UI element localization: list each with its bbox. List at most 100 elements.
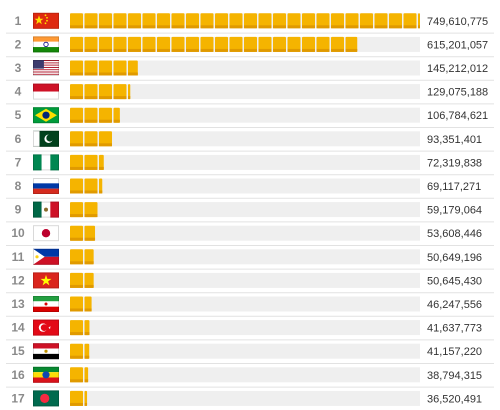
value-label: 749,610,775 [427,16,488,28]
chart-row: 6 93,351,401 [6,130,494,152]
bar-track [70,390,420,406]
chart-row: 8 69,117,271 [6,178,494,199]
rank-label: 10 [11,226,25,240]
mexico-flag-icon [33,201,59,218]
rank-label: 7 [15,155,22,169]
bar-track [70,202,420,218]
bar [70,320,90,336]
chart-row: 9 59,179,064 [6,201,494,223]
rank-label: 16 [11,368,25,382]
chart-row: 2 615,201,057 [6,36,494,58]
rank-label: 8 [15,179,22,193]
rank-label: 5 [15,108,22,122]
bar [70,343,90,359]
value-label: 50,649,196 [427,252,482,264]
chart-row: 13 46,247,556 [6,296,494,317]
chart-row: 3 145,212,012 [6,60,494,81]
vietnam-flag-icon [33,272,59,289]
rank-label: 15 [11,344,25,358]
bar-track [70,84,420,100]
rank-label: 4 [15,85,22,99]
bar-track [70,249,420,265]
value-label: 38,794,315 [427,370,482,382]
chart-row: 10 53,608,446 [6,225,494,246]
value-label: 50,645,430 [427,275,482,287]
value-label: 53,608,446 [427,228,482,240]
bar-track [70,225,420,241]
chart-row: 15 41,157,220 [6,343,494,364]
russia-flag-icon [33,178,59,194]
chart-row: 7 72,319,838 [6,154,494,176]
bar-track [70,131,420,147]
usa-flag-icon [33,60,59,76]
value-label: 46,247,556 [427,299,482,311]
chart-row: 12 50,645,430 [6,272,494,294]
bar [70,390,88,406]
bar [70,249,94,265]
bar-track [70,343,420,359]
bar-track [70,60,420,76]
value-label: 93,351,401 [427,134,482,146]
rank-label: 1 [15,14,22,28]
turkey-flag-icon [33,319,59,336]
bangladesh-flag-icon [33,390,59,407]
value-label: 615,201,057 [427,39,488,51]
brazil-flag-icon [33,107,59,124]
bar [70,84,131,100]
chart-row: 17 36,520,491 [11,390,482,407]
bar-track [70,320,420,336]
chart-row: 16 38,794,315 [6,366,494,388]
bar-track [70,154,420,170]
rank-label: 11 [12,250,25,264]
bar [70,178,103,194]
bar [70,296,92,312]
chart-row: 14 41,637,773 [6,319,494,341]
value-label: 106,784,621 [427,110,488,122]
india-flag-icon [33,36,59,53]
chart-row: 1 749,610,775 [6,12,494,34]
iran-flag-icon [33,296,59,312]
bar-track [70,296,420,312]
chart-row: 5 106,784,621 [6,107,494,128]
value-label: 129,075,188 [427,87,488,99]
value-label: 41,637,773 [427,323,482,335]
bar [70,13,420,29]
rank-label: 17 [11,391,25,405]
ethiopia-flag-icon [33,366,59,383]
philippines-flag-icon [33,248,59,265]
bar [70,272,94,288]
rank-label: 2 [15,37,22,51]
rank-label: 9 [15,203,22,217]
bar-track [70,107,420,123]
value-label: 72,319,838 [427,157,482,169]
bar-track [70,367,420,383]
value-label: 36,520,491 [427,393,482,405]
bar-track [70,178,420,194]
chart-row: 11 50,649,196 [6,248,494,270]
value-label: 41,157,220 [427,346,482,358]
bar [70,202,98,218]
value-label: 145,212,012 [427,63,488,75]
nigeria-flag-icon [33,154,59,171]
value-label: 69,117,271 [427,181,481,193]
value-label: 59,179,064 [427,205,482,217]
rank-label: 3 [15,61,22,75]
pakistan-flag-icon [33,130,59,147]
japan-flag-icon [33,225,59,242]
rank-label: 14 [11,321,25,335]
indonesia-flag-icon [33,83,59,100]
china-flag-icon [33,12,59,29]
bar [70,367,89,383]
rank-label: 12 [11,273,25,287]
rank-label: 6 [15,132,22,146]
egypt-flag-icon [33,343,59,360]
bar [70,36,358,52]
bar-track [70,272,420,288]
chart-row: 4 129,075,188 [6,83,494,105]
bar [70,60,138,76]
rank-label: 13 [11,297,25,311]
bar [70,225,96,241]
bar [70,154,104,170]
